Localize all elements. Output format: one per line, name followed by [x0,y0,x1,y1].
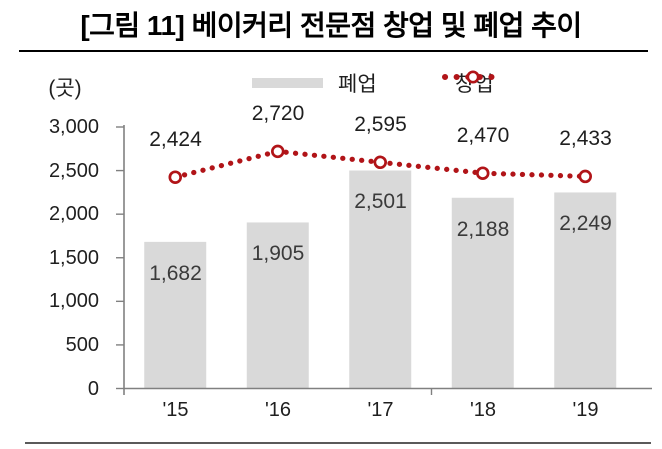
line-value-label: 2,720 [251,102,305,126]
bar-value-label: 1,905 [251,242,305,266]
bar-legend-swatch [252,78,323,88]
bottom-border-rule [25,442,651,444]
bar-value-label: 1,682 [149,261,202,285]
line-value-label: 2,595 [354,113,407,137]
bar [144,241,207,389]
x-axis-category-label: '17 [367,399,394,421]
legend-label-openings: 창업 [455,73,494,96]
line-value-label: 2,470 [456,124,510,148]
y-axis-tick-label: 2,000 [48,203,99,226]
bar [451,197,514,389]
y-axis-tick-label: 1,000 [48,290,99,313]
y-axis-unit-label: (곳) [48,77,82,100]
bar [554,192,617,389]
figure-title: [그림 11] 베이커리 전문점 창업 및 폐업 추이 [80,10,582,41]
bar [349,170,412,389]
x-axis-category-label: '15 [162,399,189,421]
line-value-label: 2,424 [149,128,202,152]
legend-item-closures: 폐업 [252,68,377,98]
y-axis-tick-label: 1,500 [48,246,99,269]
line-marker [476,166,490,180]
y-axis-tick-label: 2,500 [48,159,99,182]
bar-value-label: 2,249 [559,212,612,236]
legend-label-closures: 폐업 [338,73,377,96]
dotted-line-legend-swatch [442,70,504,84]
line-marker [373,155,388,170]
x-axis-category-label: '19 [572,399,599,421]
line-marker [578,169,592,184]
title-underline [19,50,648,52]
bar [246,222,309,389]
line-value-label: 2,433 [559,127,612,151]
x-axis-category-label: '16 [264,399,292,421]
bar-value-label: 2,188 [456,217,510,241]
y-axis-tick-label: 500 [65,333,99,356]
line-marker [271,144,285,159]
y-axis-tick-label: 0 [87,377,99,400]
bar-value-label: 2,501 [354,190,407,214]
y-axis-tick-label: 3,000 [48,116,99,138]
legend-item-openings: 창업 [441,68,504,98]
line-marker [168,170,183,184]
x-axis-category-label: '18 [469,399,497,421]
